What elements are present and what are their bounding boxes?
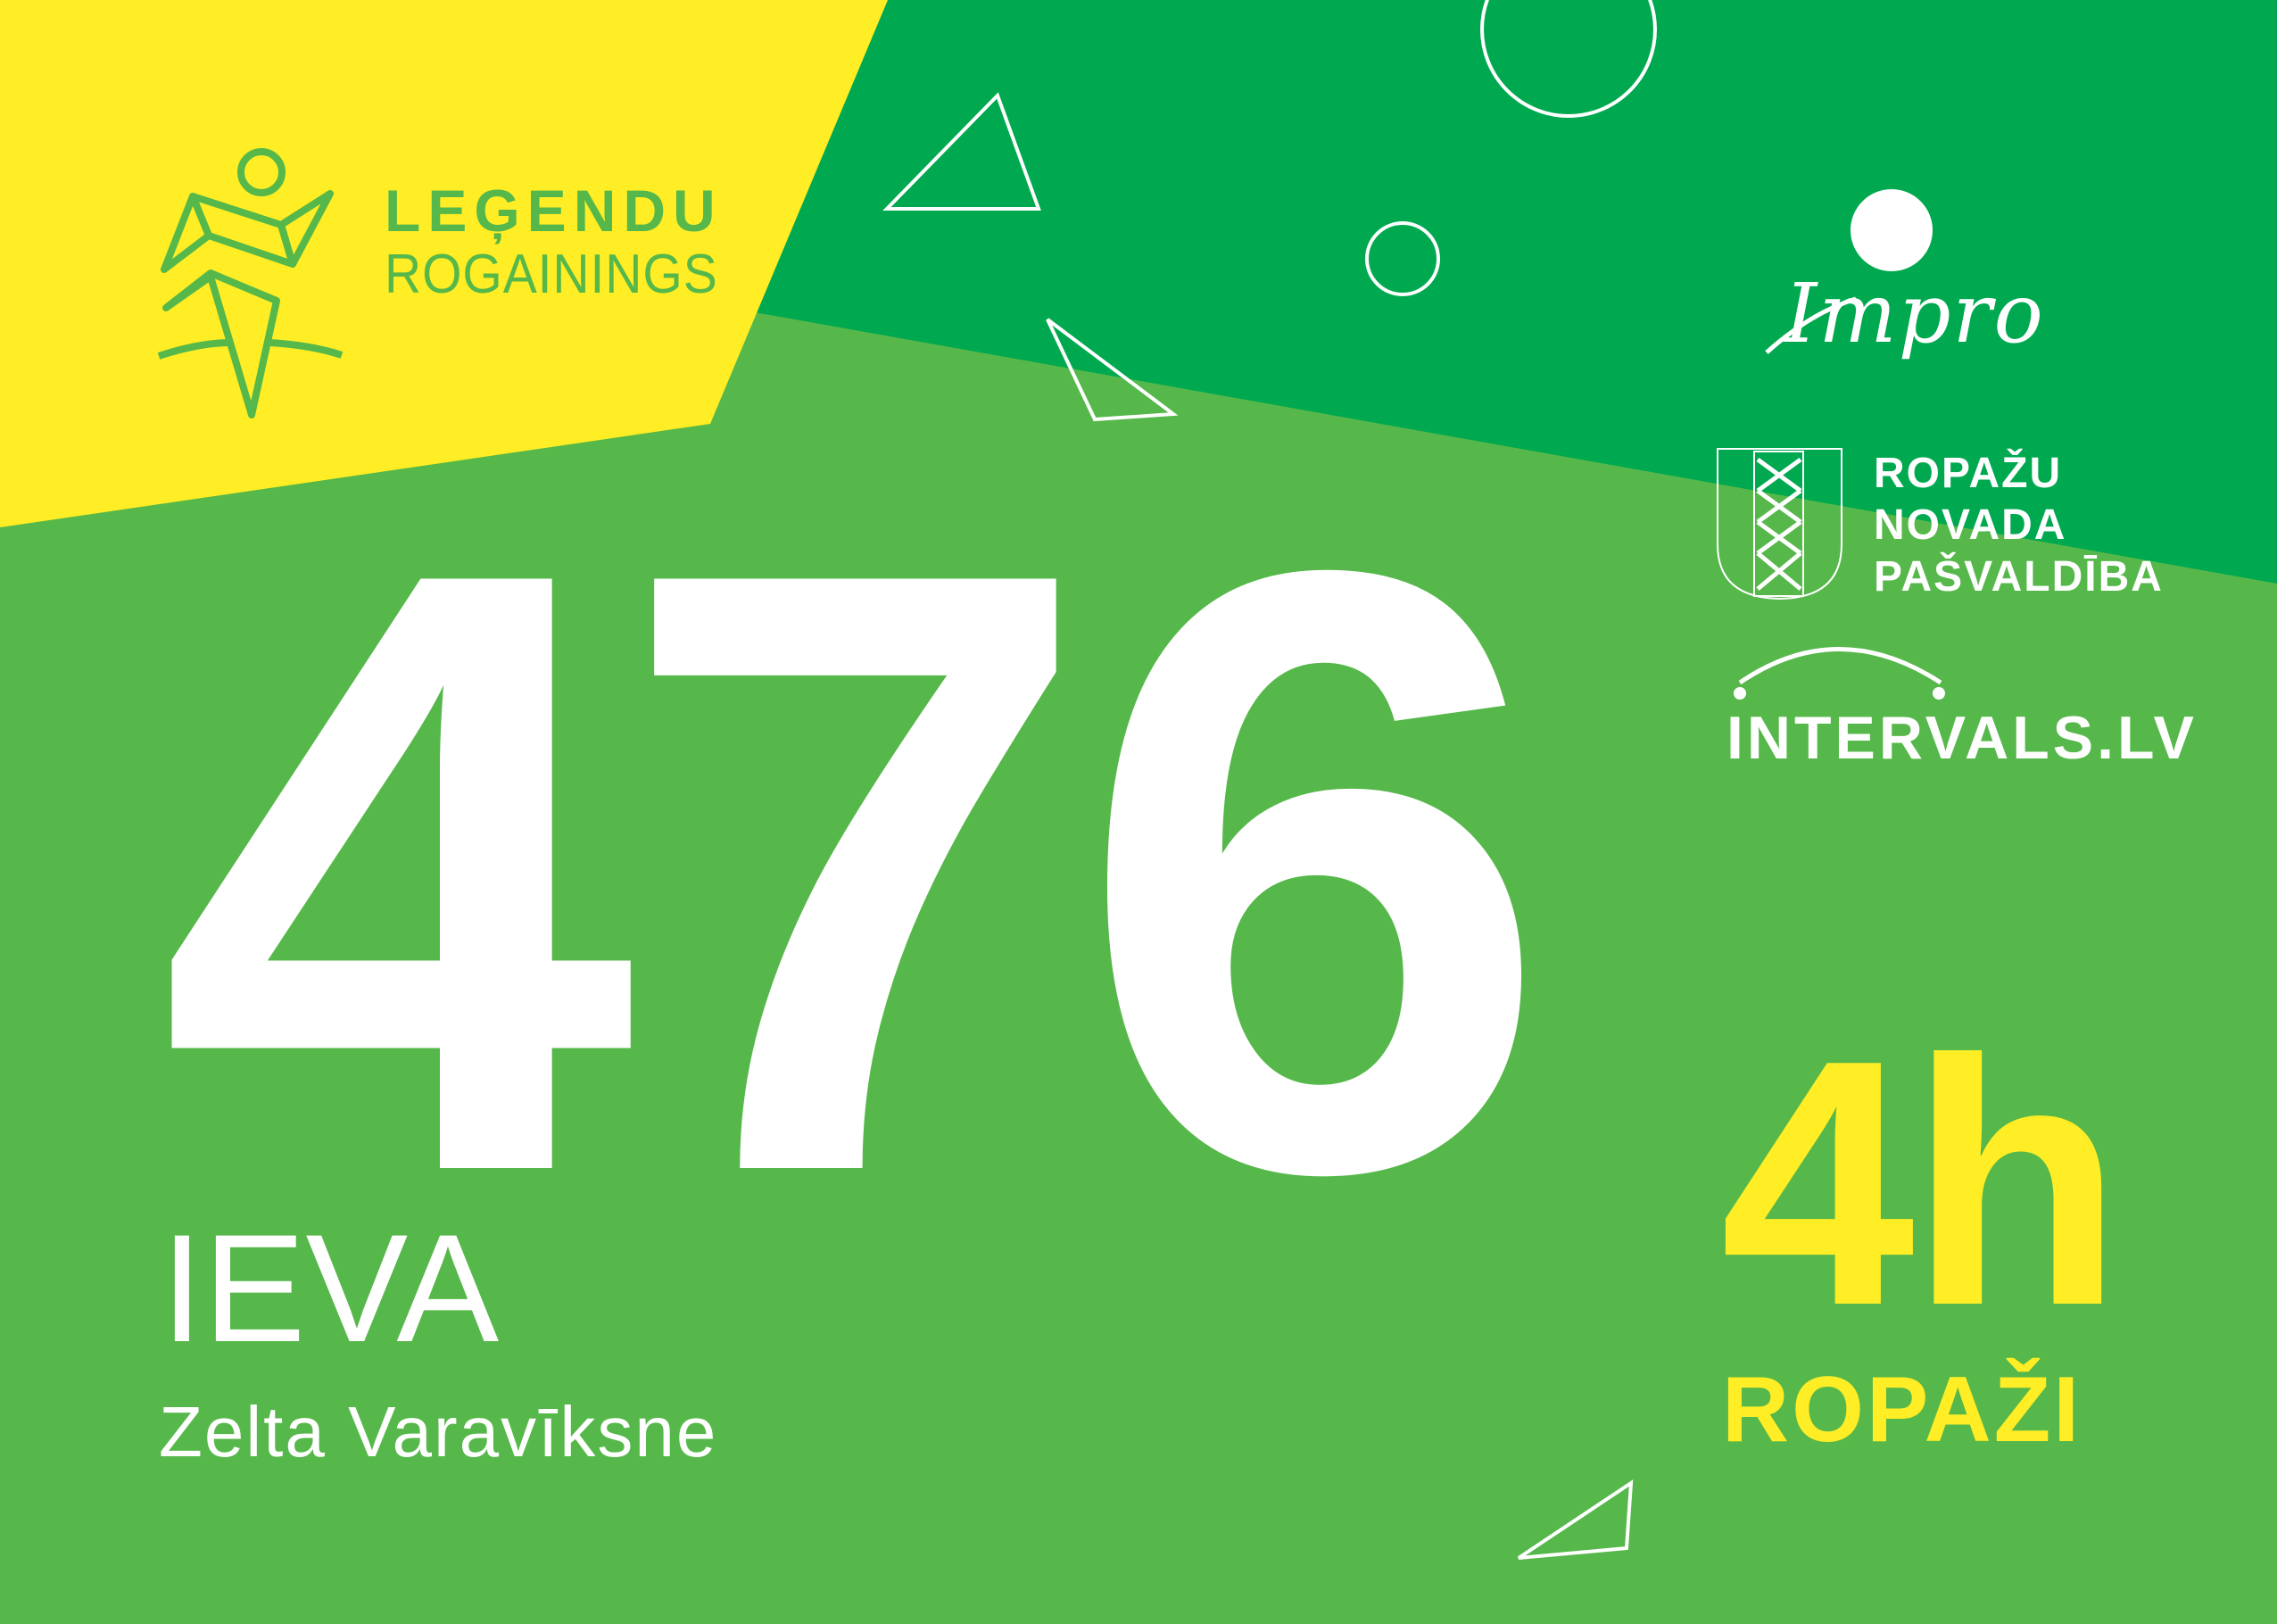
impro-logo-icon xyxy=(1765,189,1933,354)
municipality-line2: NOVADA xyxy=(1874,501,2067,549)
organizer-logo-line2: ROGAININGS xyxy=(385,244,718,305)
decor-triangle xyxy=(882,92,1041,211)
intervals-arc-icon xyxy=(1734,647,1945,700)
event-duration: 4h xyxy=(1720,988,2123,1379)
decor-triangle xyxy=(1046,318,1179,422)
dark-green-area xyxy=(755,0,2277,584)
participant-name: IEVA xyxy=(161,1203,500,1374)
decor-circle-small xyxy=(1365,221,1440,296)
runner-logo-icon xyxy=(157,148,344,418)
event-location: ROPAŽI xyxy=(1722,1358,2082,1462)
municipality-shield-icon xyxy=(1717,448,1842,601)
yellow-area xyxy=(0,0,888,527)
bib-number: 476 xyxy=(159,394,1552,1350)
team-name: Zelta Varavīksne xyxy=(159,1392,718,1471)
impro-logo-text: Impro xyxy=(1784,266,2045,361)
municipality-line1: ROPAŽU xyxy=(1874,450,2063,497)
intervals-logo-text: INTERVALS.LV xyxy=(1726,704,2198,772)
decor-triangle xyxy=(1517,1479,1634,1560)
municipality-line3: PAŠVALDĪBA xyxy=(1874,553,2164,601)
decor-circle-large xyxy=(1480,0,1657,118)
organizer-logo-line1: LEĢENDU xyxy=(385,178,723,244)
